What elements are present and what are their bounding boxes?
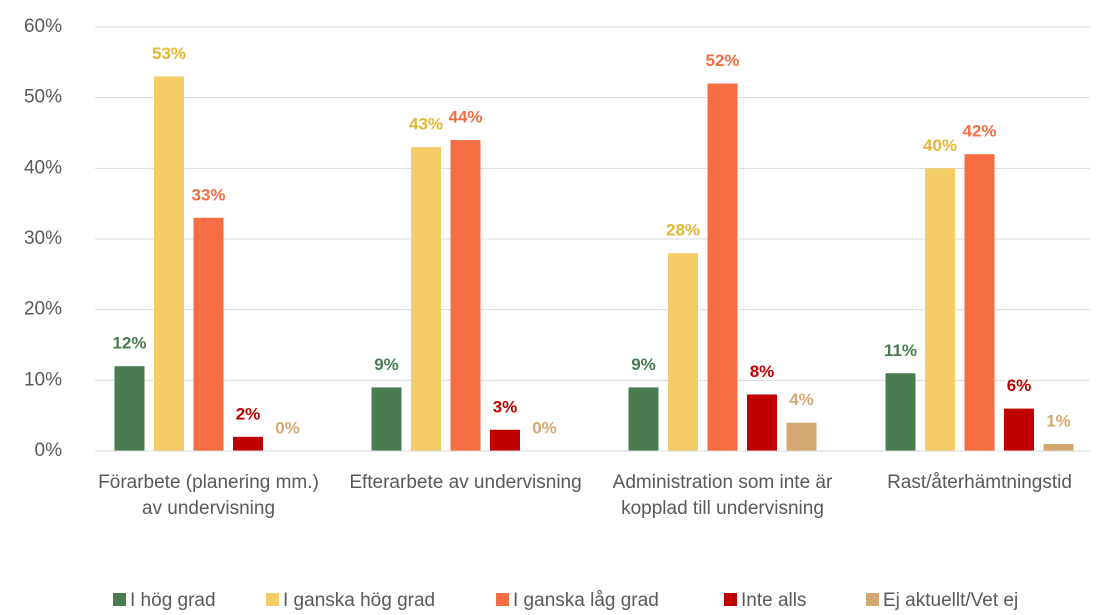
legend-swatch — [496, 593, 509, 606]
y-tick-label: 10% — [24, 369, 62, 390]
value-label: 52% — [705, 51, 739, 70]
value-label: 3% — [493, 397, 518, 416]
value-label: 12% — [112, 334, 146, 353]
legend-label: I ganska låg grad — [513, 590, 659, 611]
value-label: 6% — [1007, 376, 1032, 395]
value-label: 2% — [236, 404, 261, 423]
legend-swatch — [266, 593, 279, 606]
value-label: 53% — [152, 44, 186, 63]
x-tick-label: Rast/återhämtningstid — [887, 472, 1072, 493]
value-label: 40% — [923, 136, 957, 155]
value-label: 42% — [962, 122, 996, 141]
bar — [154, 76, 184, 451]
x-tick-label: Efterarbete av undervisning — [349, 472, 582, 493]
bar — [964, 154, 995, 451]
bar — [450, 140, 481, 452]
y-tick-label: 60% — [24, 16, 62, 37]
bar — [668, 253, 698, 451]
value-label: 11% — [884, 341, 917, 360]
legend-swatch — [724, 593, 737, 606]
bar — [114, 366, 145, 451]
value-label: 8% — [750, 362, 775, 381]
value-label: 43% — [409, 115, 443, 134]
bar — [1004, 408, 1034, 451]
legend-swatch — [113, 593, 126, 606]
y-tick-label: 50% — [24, 87, 62, 108]
legend-label: I ganska hög grad — [283, 590, 435, 611]
bar — [371, 387, 402, 451]
value-label: 28% — [666, 221, 700, 240]
x-tick-label: Förarbete (planering mm.) av undervisnin… — [98, 472, 319, 519]
legend-label: I hög grad — [130, 590, 216, 611]
bar — [193, 217, 224, 451]
bar — [925, 168, 955, 452]
y-tick-label: 20% — [24, 299, 62, 320]
y-tick-label: 40% — [24, 157, 62, 178]
bar — [747, 394, 777, 451]
legend-label: Inte alls — [741, 590, 806, 611]
value-label: 44% — [448, 108, 482, 127]
bar — [786, 422, 817, 451]
value-label: 0% — [532, 418, 557, 437]
bar — [628, 387, 659, 451]
bar — [490, 429, 520, 451]
value-label: 1% — [1046, 411, 1071, 430]
x-tick-label: Administration som inte är kopplad till … — [612, 472, 833, 519]
value-label: 0% — [275, 418, 300, 437]
value-label: 9% — [631, 355, 656, 374]
value-label: 9% — [374, 355, 399, 374]
y-tick-label: 30% — [24, 228, 62, 249]
bar — [885, 373, 916, 451]
value-label: 4% — [789, 390, 814, 409]
legend-label: Ej aktuellt/Vet ej — [883, 590, 1018, 611]
legend-swatch — [866, 593, 879, 606]
bar — [707, 83, 738, 452]
bar — [411, 147, 441, 451]
y-tick-label: 0% — [35, 440, 63, 461]
bar — [233, 436, 263, 451]
value-label: 33% — [191, 185, 225, 204]
bar — [1043, 443, 1074, 451]
